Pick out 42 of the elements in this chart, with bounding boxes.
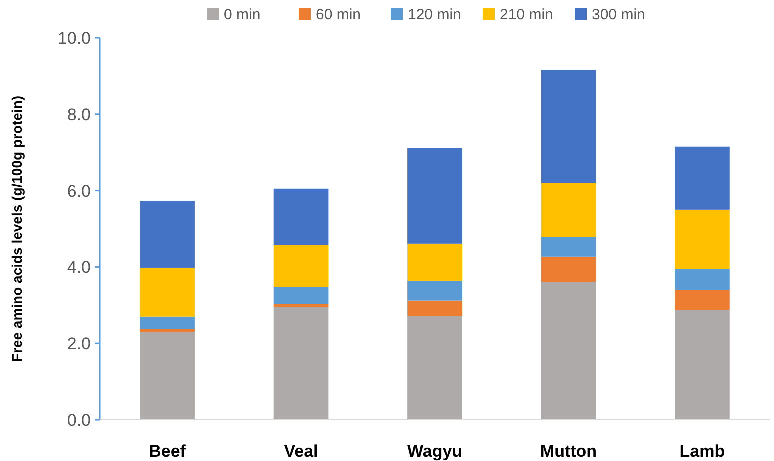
x-tick-label: Mutton	[540, 442, 598, 461]
bar	[408, 280, 462, 301]
x-tick-label: Lamb	[680, 442, 726, 461]
bar	[274, 188, 329, 246]
bar	[541, 183, 596, 238]
bar	[541, 282, 596, 420]
bar	[675, 310, 730, 420]
bar	[675, 146, 730, 210]
y-tick-label: 6.0	[67, 182, 91, 201]
bar	[408, 300, 462, 316]
bar	[274, 304, 329, 308]
bar	[140, 329, 195, 332]
x-tick-label: Beef	[149, 442, 186, 461]
y-tick-label: 10.0	[58, 28, 91, 48]
bar	[541, 70, 596, 184]
x-tick-label: Veal	[284, 442, 318, 461]
legend-label: 60 min	[316, 6, 362, 24]
bar	[140, 268, 195, 317]
legend-label: 210 min	[500, 6, 554, 24]
legend-label: 120 min	[408, 6, 462, 24]
bar	[274, 245, 329, 288]
x-tick-label: Wagyu	[407, 442, 463, 461]
bar	[140, 332, 195, 420]
bar	[541, 256, 596, 282]
bar	[274, 287, 329, 304]
y-tick-label: 4.0	[67, 258, 91, 278]
y-tick-label: 0.0	[67, 410, 91, 430]
bar	[675, 269, 730, 290]
bar	[408, 148, 462, 244]
bar	[408, 244, 462, 281]
y-tick-label: 2.0	[67, 334, 91, 354]
legend-label: 0 min	[224, 6, 261, 24]
bar	[675, 210, 730, 270]
bar	[408, 316, 462, 420]
bar	[541, 237, 596, 257]
legend-label: 300 min	[592, 6, 646, 24]
bar	[274, 307, 329, 420]
bar	[140, 201, 195, 268]
bar	[675, 290, 730, 310]
bar	[140, 316, 195, 330]
y-axis-title: Free amino acids levels (g/100g protein)	[9, 96, 25, 362]
y-tick-label: 8.0	[67, 105, 91, 124]
